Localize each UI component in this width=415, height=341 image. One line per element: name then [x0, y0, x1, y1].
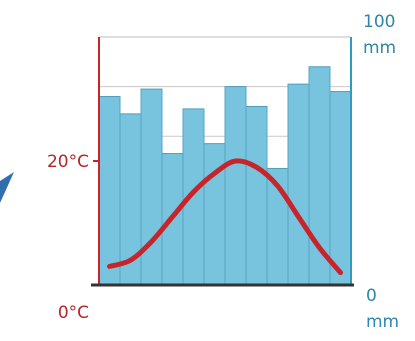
precip-bar — [98, 96, 121, 286]
right-tick-unit: mm — [363, 38, 396, 58]
axes — [91, 36, 354, 287]
precip-bar — [140, 88, 163, 286]
arrow-icon — [0, 172, 14, 203]
precip-bar — [203, 143, 226, 286]
right-tick-value: 100 — [363, 12, 395, 32]
left-tick-label: 0°C — [58, 303, 89, 323]
precip-bar — [245, 105, 268, 286]
bar-dividers — [119, 66, 331, 285]
temperature-series — [107, 158, 343, 276]
left-tick-label: 20°C — [47, 152, 89, 172]
tick-labels: 0°C 20°C 0 mm 100 mm — [47, 12, 399, 332]
right-tick-unit: mm — [366, 312, 399, 332]
temperature-line — [107, 158, 343, 276]
pointer-arrow — [0, 172, 14, 203]
precip-bar — [287, 83, 310, 286]
right-tick-value: 0 — [366, 286, 377, 306]
precip-bar — [329, 91, 352, 286]
precip-bar — [308, 66, 331, 286]
precip-bar — [224, 86, 247, 286]
